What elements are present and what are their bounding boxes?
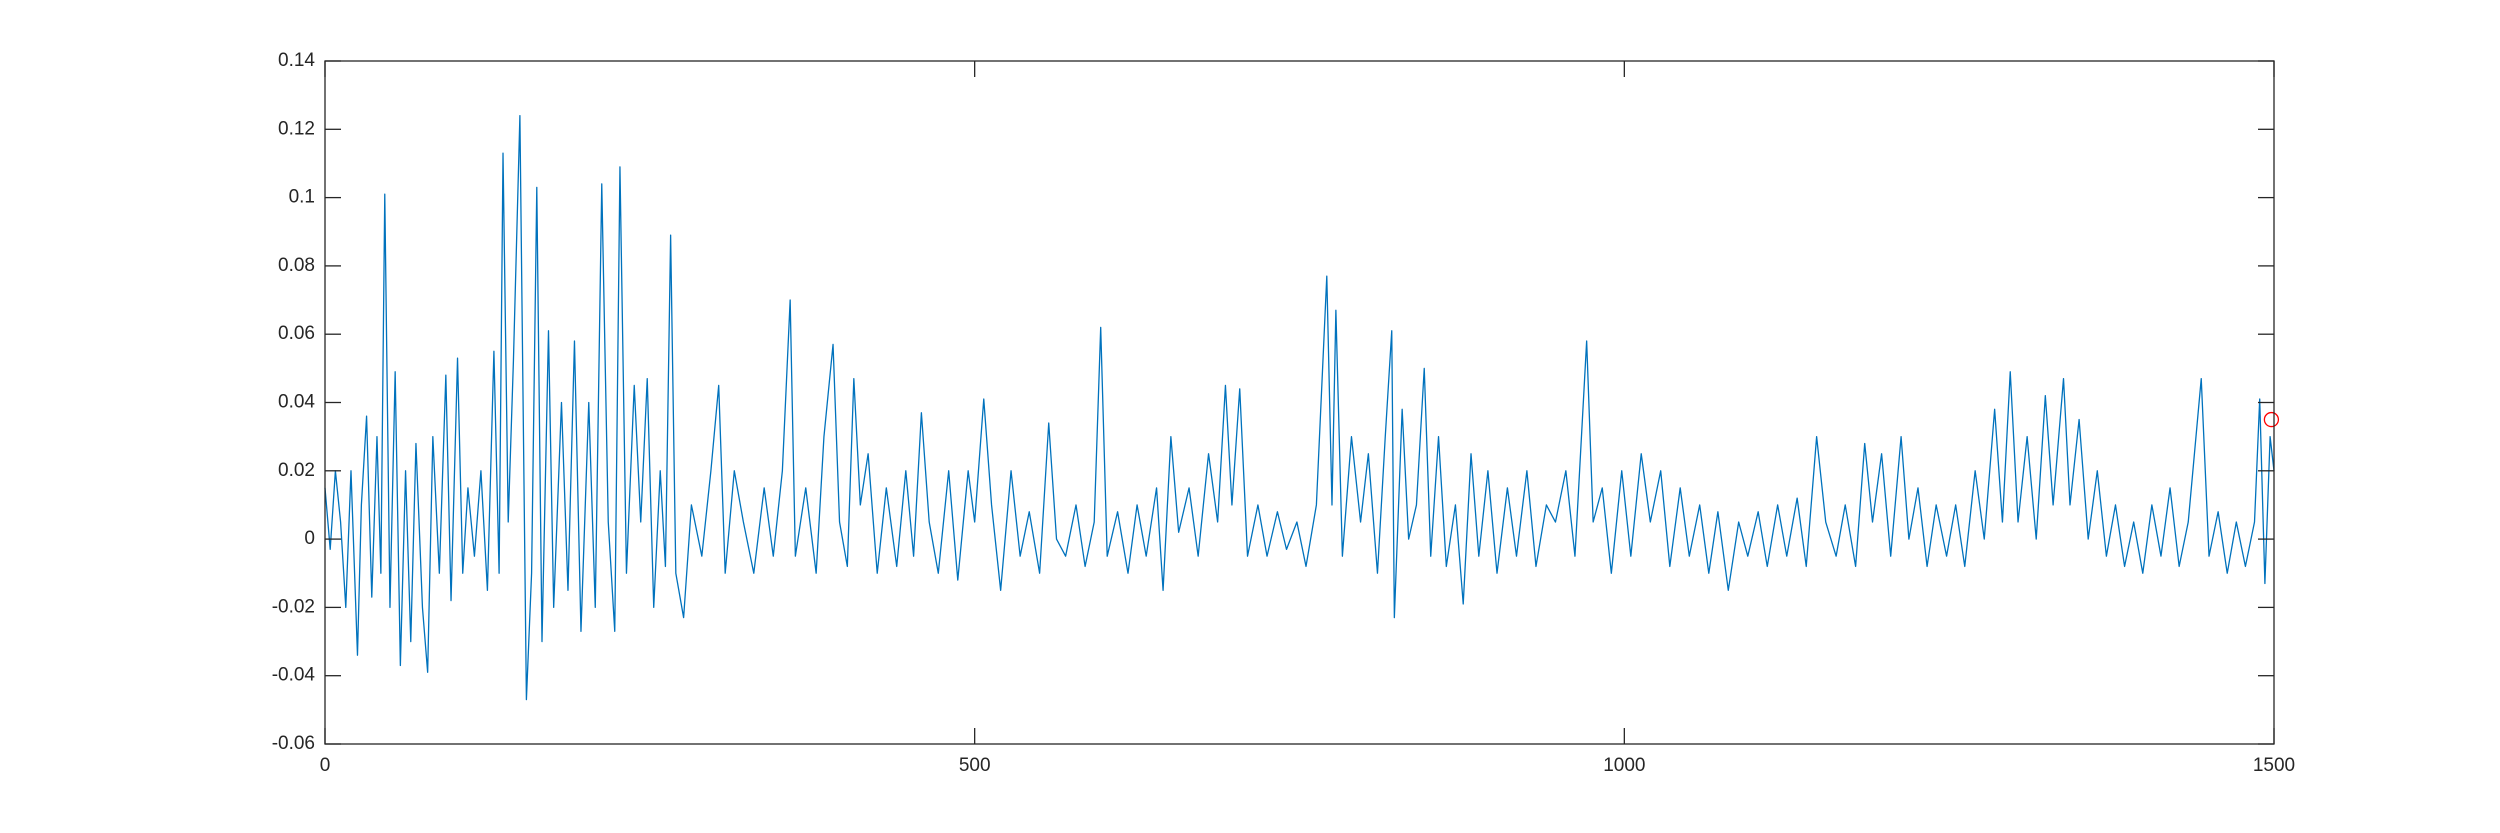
y-tick-label: 0.04 [278,392,315,413]
y-tick-label: 0.12 [278,118,315,139]
y-tick-label: -0.04 [272,665,316,686]
highlight-marker [2263,411,2280,428]
data-line [324,114,2275,701]
y-tick-label: 0.08 [278,255,315,276]
y-tick-label: 0.02 [278,460,315,481]
y-tick-label: 0.06 [278,323,315,344]
y-tick-label: 0.1 [289,187,315,208]
y-tick-label: -0.02 [272,596,315,617]
x-tick-label: 500 [959,755,991,776]
y-tick-label: -0.06 [272,733,315,754]
x-tick-label: 0 [320,755,331,776]
x-tick-label: 1000 [1603,755,1645,776]
y-tick-label: 0.14 [278,50,315,71]
x-tick-label: 1500 [2253,755,2295,776]
y-tick-label: 0 [304,528,315,549]
